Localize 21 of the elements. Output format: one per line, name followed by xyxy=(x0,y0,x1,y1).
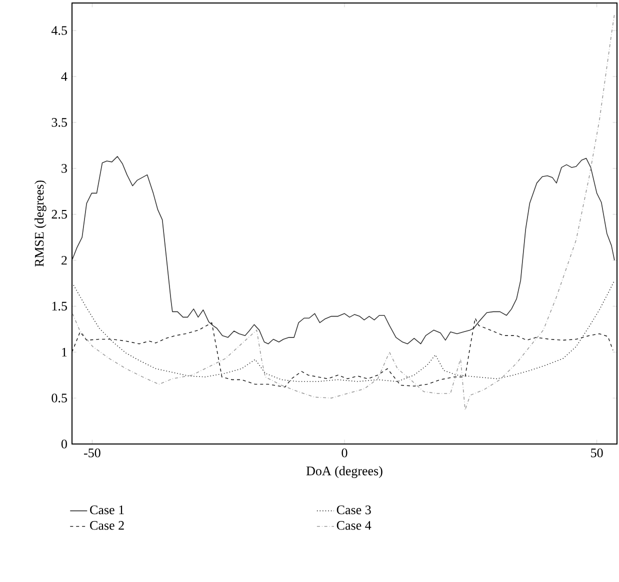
legend-label: Case 2 xyxy=(90,521,124,530)
x-axis-title: DoA (degrees) xyxy=(306,466,382,478)
y-tick-label: 4 xyxy=(61,72,68,81)
y-tick-label: 3.5 xyxy=(52,118,67,127)
line-series xyxy=(72,156,615,344)
x-tick-label: 0 xyxy=(342,448,348,458)
y-tick-label: 1 xyxy=(62,348,67,356)
legend-label: Case 3 xyxy=(336,506,371,514)
y-tick-label: 2.5 xyxy=(52,210,67,219)
y-axis-title: RMSE (degrees) xyxy=(34,180,46,267)
y-tick-label: 1.5 xyxy=(52,302,67,311)
x-tick-label: -50 xyxy=(84,448,100,458)
legend-label: Case 1 xyxy=(90,506,124,514)
y-tick-label: 3 xyxy=(62,164,67,173)
y-tick-label: 4.5 xyxy=(51,26,67,35)
y-tick-label: 0 xyxy=(61,440,67,448)
line-series xyxy=(72,14,615,410)
y-tick-label: 2 xyxy=(62,256,67,265)
x-tick-label: 50 xyxy=(591,448,603,458)
y-tick-label: 0.5 xyxy=(52,394,67,402)
legend-label: Case 4 xyxy=(336,521,372,530)
